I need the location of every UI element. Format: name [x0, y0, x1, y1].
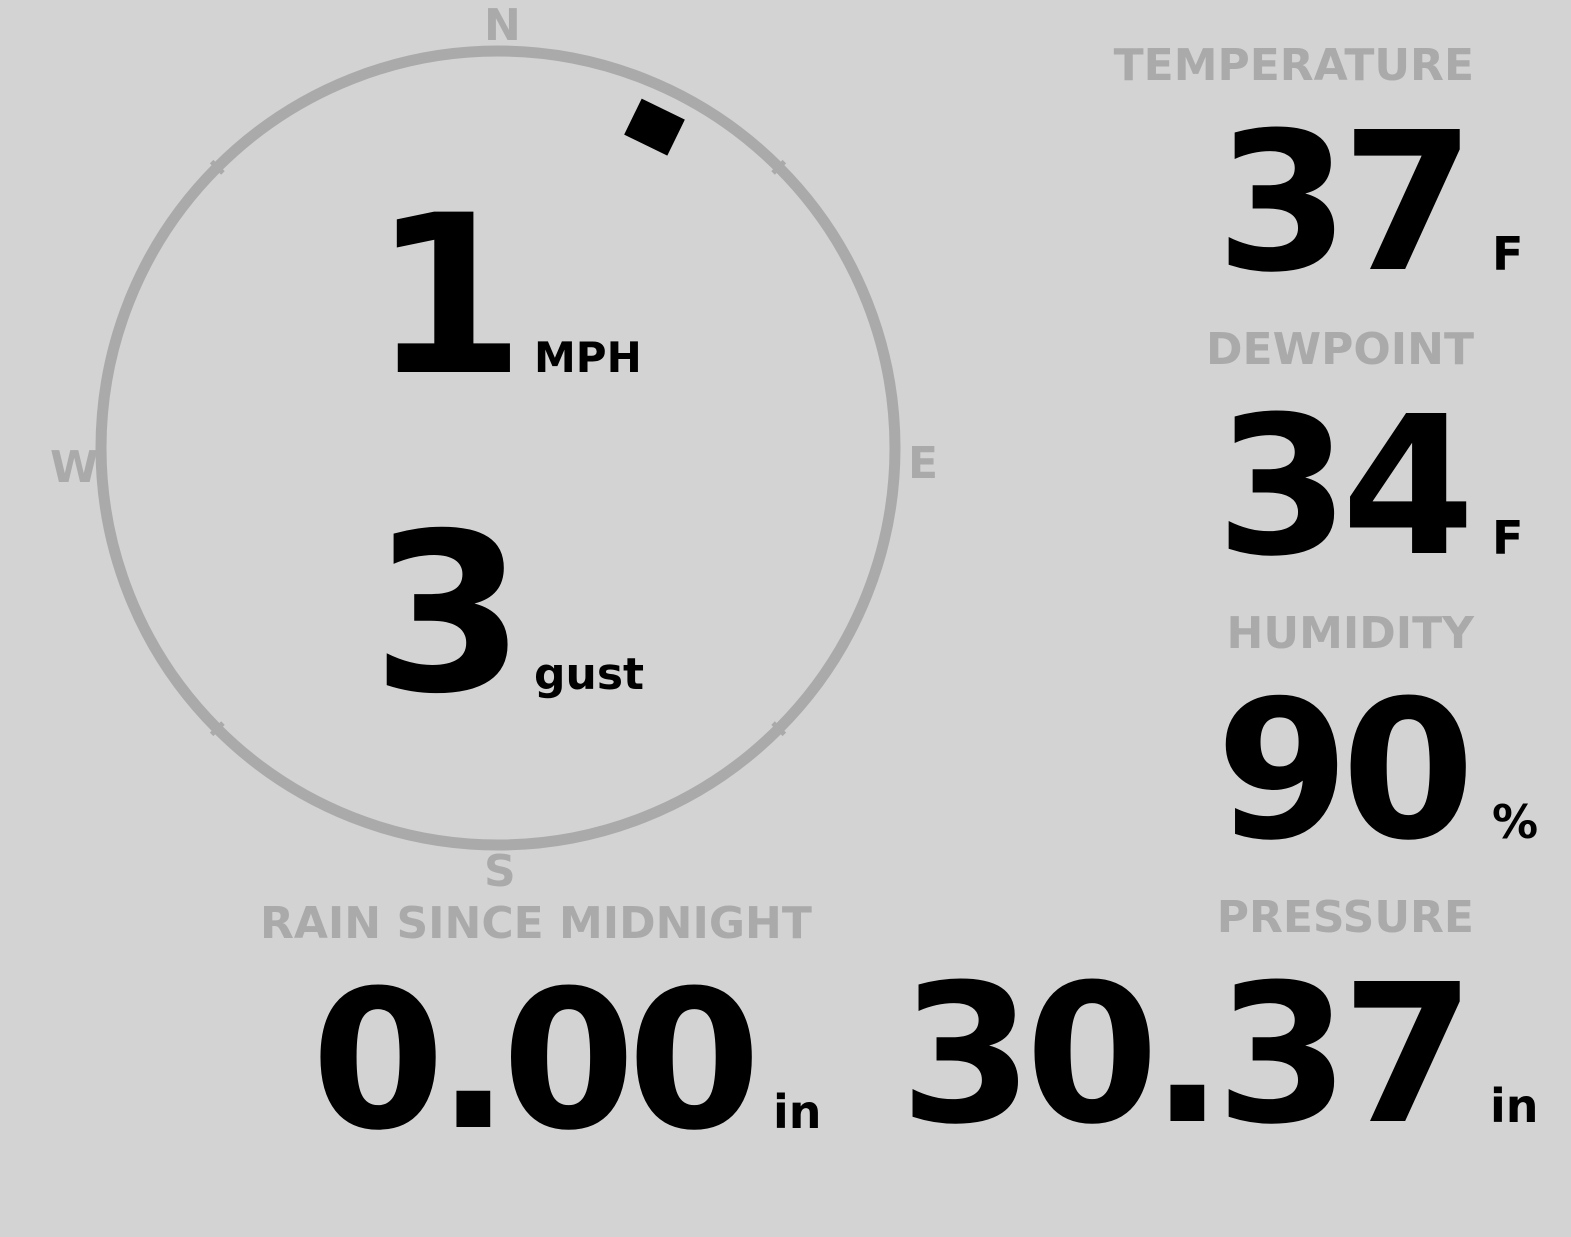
temperature-label: TEMPERATURE: [1113, 40, 1474, 91]
compass-tick: [771, 721, 787, 737]
compass-tick: [771, 159, 787, 175]
compass-ticks: [209, 159, 787, 737]
wind-speed-unit: MPH: [534, 333, 642, 382]
compass-tick: [209, 159, 225, 175]
wind-speed-value: 1: [372, 168, 526, 424]
temperature-value: 37: [1215, 92, 1475, 315]
compass-tick: [209, 721, 225, 737]
dewpoint-value: 34: [1215, 376, 1475, 599]
dewpoint-unit: F: [1492, 511, 1524, 565]
rain-value: 0.00: [311, 950, 761, 1173]
pressure-value: 30.37: [899, 944, 1475, 1167]
compass-east: E: [908, 438, 939, 489]
wind-compass: [95, 45, 901, 851]
humidity-unit: %: [1492, 795, 1539, 849]
compass-south: S: [484, 846, 516, 897]
rain-unit: in: [773, 1085, 822, 1139]
compass-west: W: [50, 442, 99, 493]
wind-direction-marker: [624, 98, 685, 156]
pressure-label: PRESSURE: [1216, 892, 1474, 943]
temperature-unit: F: [1492, 227, 1524, 281]
wind-gust-label: gust: [534, 649, 645, 700]
compass-ring: [95, 45, 901, 851]
compass-north: N: [484, 0, 521, 51]
humidity-label: HUMIDITY: [1226, 608, 1474, 659]
pressure-unit: in: [1490, 1079, 1539, 1133]
rain-label: RAIN SINCE MIDNIGHT: [260, 898, 812, 949]
wind-gust-value: 3: [372, 486, 526, 742]
humidity-value: 90: [1215, 660, 1475, 883]
dewpoint-label: DEWPOINT: [1206, 324, 1474, 375]
